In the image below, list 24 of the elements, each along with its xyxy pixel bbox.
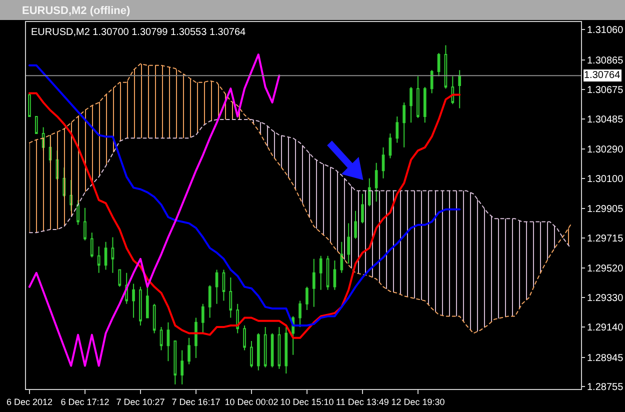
chart-title: EURUSD,M2 (offline): [22, 4, 130, 17]
y-tick-label: 1.28945: [587, 352, 624, 364]
y-tick-label: 1.30290: [587, 144, 624, 156]
text: EURUSD,M2 1.30700 1.30799 1.30553 1.30764: [31, 27, 246, 38]
x-tick-label: 10 Dec 15:10: [280, 396, 334, 407]
y-tick-label: 1.30675: [587, 84, 624, 96]
x-tick-label: 6 Dec 17:12: [60, 396, 110, 407]
x-tick-label: 10 Dec 00:02: [224, 396, 278, 407]
x-tick-label: 12 Dec 19:30: [391, 396, 445, 407]
y-tick-label: 1.30485: [587, 114, 624, 126]
y-tick-label: 1.29140: [587, 322, 624, 334]
x-tick-label: 7 Dec 10:27: [116, 396, 165, 407]
y-tick-label: 1.29715: [587, 234, 624, 245]
y-tick-label: 1.29905: [587, 204, 624, 216]
y-tick-label: 1.28755: [587, 382, 624, 394]
y-tick-label: 1.29520: [587, 264, 624, 275]
y-tick-label: 1.30865: [587, 55, 624, 66]
x-tick-label: 7 Dec 16:17: [172, 396, 220, 407]
y-tick-label: 1.30100: [587, 174, 624, 185]
y-tick-label: 1.29330: [587, 293, 624, 304]
x-tick-label: 6 Dec 2012: [6, 396, 52, 407]
ref-line-label: 1.30764: [584, 70, 621, 81]
y-tick-label: 1.31060: [587, 25, 624, 36]
x-tick-label: 11 Dec 13:49: [336, 396, 389, 407]
